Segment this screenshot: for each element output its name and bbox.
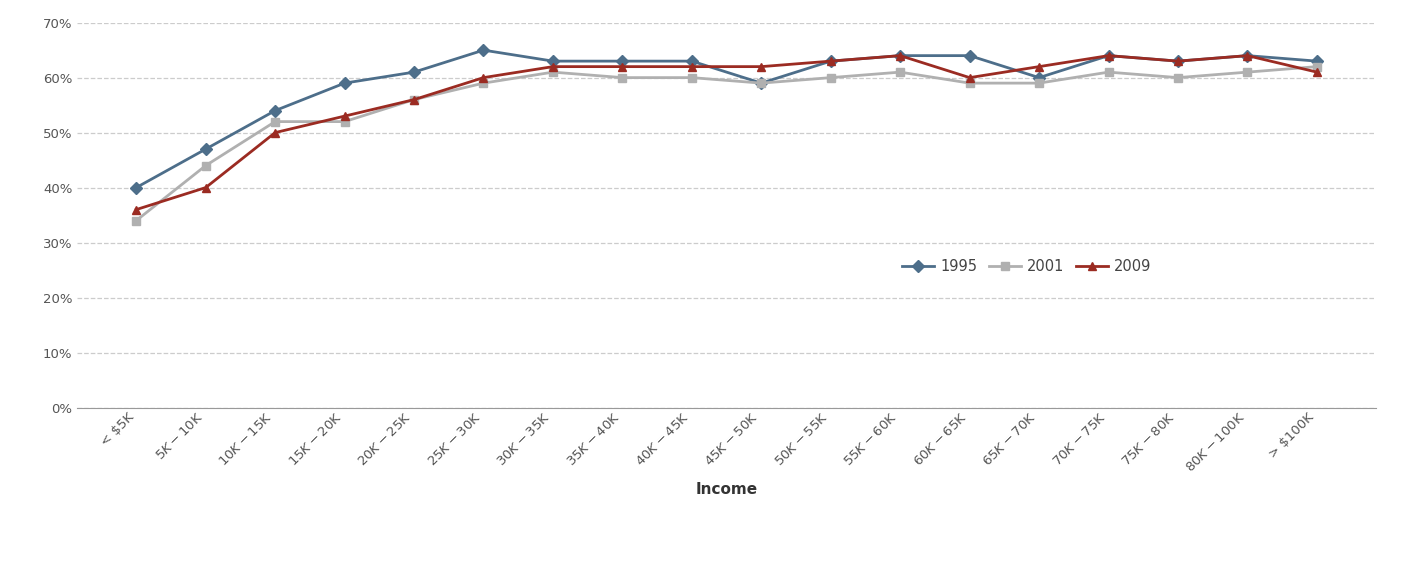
1995 <box>823 58 840 65</box>
2009 <box>1031 63 1047 70</box>
1995 <box>1238 52 1255 59</box>
1995 <box>475 47 491 54</box>
1995 <box>545 58 562 65</box>
2001 <box>406 96 423 103</box>
2009 <box>962 74 979 81</box>
2009 <box>614 63 630 70</box>
1995 <box>198 145 215 152</box>
2001 <box>892 68 908 75</box>
1995 <box>406 68 423 75</box>
1995 <box>336 80 352 87</box>
1995 <box>1309 58 1325 65</box>
2001 <box>823 74 840 81</box>
2001 <box>1309 63 1325 70</box>
1995 <box>892 52 908 59</box>
2009 <box>1170 58 1186 65</box>
2009 <box>1238 52 1255 59</box>
2001 <box>614 74 630 81</box>
X-axis label: Income: Income <box>695 482 758 496</box>
2001 <box>684 74 701 81</box>
2001 <box>1031 80 1047 87</box>
1995 <box>753 80 769 87</box>
2009 <box>406 96 423 103</box>
2009 <box>128 206 145 213</box>
2001 <box>962 80 979 87</box>
2009 <box>336 113 352 119</box>
2001 <box>198 162 215 169</box>
2009 <box>1309 68 1325 75</box>
2001 <box>545 68 562 75</box>
1995 <box>267 107 284 114</box>
1995 <box>962 52 979 59</box>
2001 <box>336 118 352 125</box>
2009 <box>267 129 284 136</box>
2009 <box>823 58 840 65</box>
2009 <box>475 74 491 81</box>
2009 <box>198 184 215 191</box>
2001 <box>128 217 145 224</box>
Line: 2001: 2001 <box>132 62 1321 225</box>
1995 <box>128 184 145 191</box>
2001 <box>1170 74 1186 81</box>
1995 <box>1170 58 1186 65</box>
2009 <box>753 63 769 70</box>
1995 <box>1031 74 1047 81</box>
2009 <box>684 63 701 70</box>
1995 <box>1101 52 1118 59</box>
2001 <box>753 80 769 87</box>
2001 <box>1101 68 1118 75</box>
1995 <box>684 58 701 65</box>
Line: 1995: 1995 <box>132 46 1321 192</box>
2001 <box>267 118 284 125</box>
2001 <box>1238 68 1255 75</box>
2001 <box>475 80 491 87</box>
Line: 2009: 2009 <box>132 52 1321 214</box>
1995 <box>614 58 630 65</box>
2009 <box>545 63 562 70</box>
Legend: 1995, 2001, 2009: 1995, 2001, 2009 <box>896 253 1157 280</box>
2009 <box>1101 52 1118 59</box>
2009 <box>892 52 908 59</box>
